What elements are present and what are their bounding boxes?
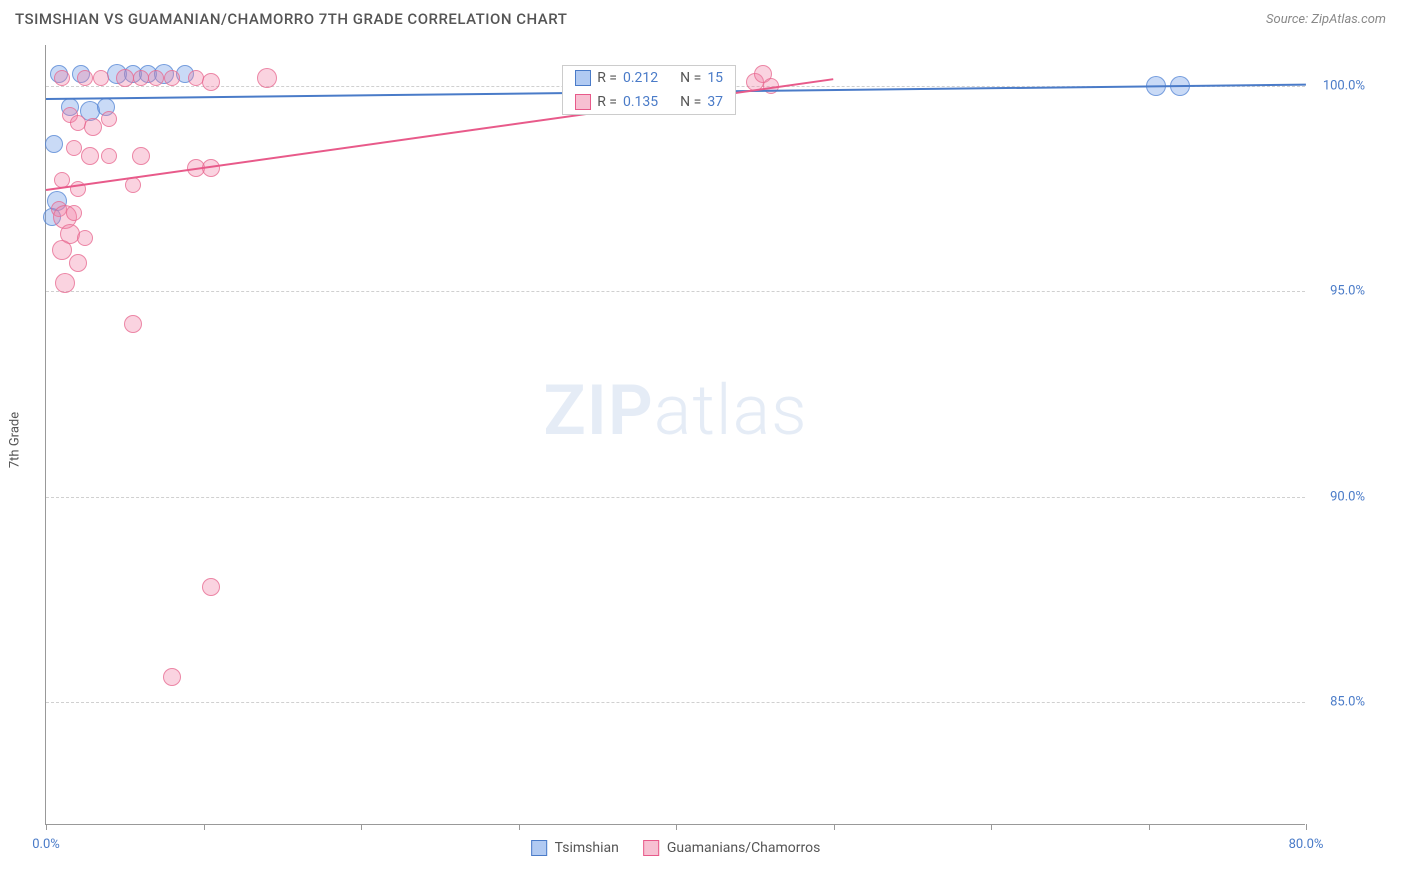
legend-item: Guamanians/Chamorros — [643, 840, 821, 856]
legend-swatch — [531, 840, 547, 856]
data-point — [188, 70, 204, 86]
data-point — [164, 70, 180, 86]
y-tick-label: 90.0% — [1330, 489, 1365, 504]
data-point — [54, 70, 70, 86]
data-point — [66, 140, 82, 156]
data-point — [257, 68, 277, 88]
data-point — [132, 147, 150, 165]
stats-legend-row: R = 0.212 N = 15 — [563, 66, 735, 90]
data-point — [202, 578, 220, 596]
n-value: 37 — [707, 94, 723, 110]
r-value: 0.135 — [623, 94, 658, 110]
watermark-light: atlas — [654, 370, 808, 452]
x-tick — [1149, 824, 1150, 830]
chart-container: 7th Grade ZIPatlas 85.0%90.0%95.0%100.0%… — [45, 45, 1385, 835]
x-tick — [676, 824, 677, 830]
data-point — [45, 135, 63, 153]
y-tick-label: 100.0% — [1323, 79, 1365, 94]
data-point — [116, 69, 134, 87]
chart-header: TSIMSHIAN VS GUAMANIAN/CHAMORRO 7TH GRAD… — [0, 0, 1406, 38]
legend-label: Tsimshian — [555, 840, 619, 856]
data-point — [84, 118, 102, 136]
x-tick — [361, 824, 362, 830]
x-tick — [204, 824, 205, 830]
y-tick-label: 95.0% — [1330, 284, 1365, 299]
gridline — [46, 291, 1305, 292]
x-tick — [1306, 824, 1307, 830]
x-tick — [519, 824, 520, 830]
data-point — [101, 111, 117, 127]
watermark: ZIPatlas — [543, 370, 807, 452]
data-point — [77, 70, 93, 86]
n-value: 15 — [707, 70, 723, 86]
legend-item: Tsimshian — [531, 840, 619, 856]
data-point — [70, 115, 86, 131]
data-point — [202, 73, 220, 91]
data-point — [69, 254, 87, 272]
gridline — [46, 497, 1305, 498]
legend-swatch — [575, 70, 591, 86]
data-point — [77, 230, 93, 246]
legend-swatch — [643, 840, 659, 856]
plot-area: ZIPatlas 85.0%90.0%95.0%100.0%0.0%80.0%R… — [45, 45, 1305, 825]
y-tick-label: 85.0% — [1330, 694, 1365, 709]
r-label: R = — [597, 94, 617, 110]
x-tick-label: 80.0% — [1289, 837, 1324, 852]
data-point — [101, 148, 117, 164]
source-label: Source: ZipAtlas.com — [1266, 12, 1386, 27]
stats-legend: R = 0.212 N = 15 R = 0.135 N = 37 — [562, 65, 736, 115]
r-value: 0.212 — [623, 70, 658, 86]
x-tick — [834, 824, 835, 830]
stats-legend-row: R = 0.135 N = 37 — [563, 90, 735, 114]
x-tick — [46, 824, 47, 830]
x-tick-label: 0.0% — [32, 837, 60, 852]
legend-swatch — [575, 94, 591, 110]
legend-label: Guamanians/Chamorros — [667, 840, 821, 856]
gridline — [46, 702, 1305, 703]
n-label: N = — [680, 70, 701, 86]
watermark-bold: ZIP — [543, 370, 653, 452]
n-label: N = — [680, 94, 701, 110]
y-axis-label: 7th Grade — [8, 412, 23, 468]
data-point — [66, 205, 82, 221]
data-point — [93, 70, 109, 86]
data-point — [148, 70, 164, 86]
data-point — [81, 147, 99, 165]
data-point — [163, 668, 181, 686]
data-point — [133, 70, 149, 86]
data-point — [55, 273, 75, 293]
bottom-legend: Tsimshian Guamanians/Chamorros — [531, 840, 821, 856]
chart-title: TSIMSHIAN VS GUAMANIAN/CHAMORRO 7TH GRAD… — [15, 10, 567, 28]
x-tick — [991, 824, 992, 830]
data-point — [124, 315, 142, 333]
r-label: R = — [597, 70, 617, 86]
